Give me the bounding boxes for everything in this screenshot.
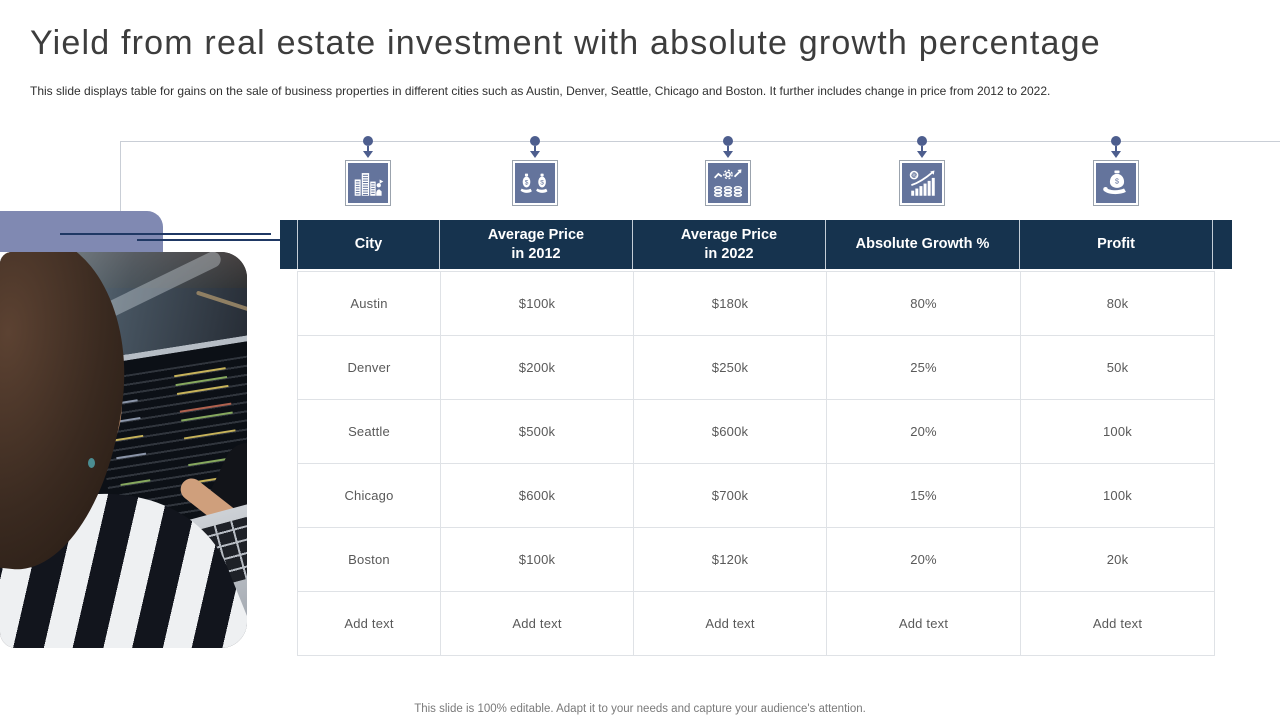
header-cell-profit: Profit [1019,220,1213,269]
decor-connector-line-2 [137,239,280,241]
header-label: in 2022 [704,245,754,262]
table-cell: Denver [347,360,391,375]
table-cell: 15% [826,464,1020,527]
table-cell: 50k [1020,336,1214,399]
connector-dot-icon [1111,136,1121,146]
add-text-placeholder[interactable]: Add text [440,592,633,655]
photo-earring [88,458,95,468]
table-cell: Boston [348,552,390,567]
header-cell-absolute-growth: Absolute Growth % [825,220,1019,269]
connector-dot-icon [723,136,733,146]
buildings-growth-icon [348,163,388,203]
arrow-down-icon [363,151,373,158]
table-row: Boston $100k $120k 20% 20k [298,528,1214,592]
frame-line-top [120,141,1280,142]
svg-text:%: % [912,173,917,179]
table-cell: $600k [633,400,826,463]
table-cell: 100k [1020,464,1214,527]
header-label: Average Price [487,227,585,244]
header-label: City [354,236,383,253]
add-text-placeholder[interactable]: Add text [826,592,1020,655]
slide-subtitle: This slide displays table for gains on t… [30,84,1051,98]
column-icon-group-growth: % [899,136,945,206]
table-cell: $200k [440,336,633,399]
frame-line-left [120,141,121,211]
column-icon-group-city [345,136,391,206]
svg-text:$: $ [1115,177,1119,185]
table-cell: $600k [440,464,633,527]
connector-dot-icon [363,136,373,146]
decor-connector-line-1 [60,233,271,235]
connector-stem [367,146,369,151]
connector-stem [921,146,923,151]
header-cell-city: City [297,220,439,269]
table-cell: 20% [826,400,1020,463]
table-row: Add text Add text Add text Add text Add … [298,592,1214,655]
svg-text:$: $ [540,179,544,186]
table-cell: 80k [1020,272,1214,335]
table-row: Chicago $600k $700k 15% 100k [298,464,1214,528]
header-cell-avg-price-2022: Average Price in 2022 [632,220,825,269]
table-row: Denver $200k $250k 25% 50k [298,336,1214,400]
header-label: Absolute Growth % [855,236,990,253]
table-cell: $500k [440,400,633,463]
connector-dot-icon [917,136,927,146]
table-row: Seattle $500k $600k 20% 100k [298,400,1214,464]
table-cell: $100k [440,272,633,335]
icon-tile [345,160,391,206]
header-label: in 2012 [511,245,561,262]
table-cell: $120k [633,528,826,591]
table-cell: $100k [440,528,633,591]
table-cell: $700k [633,464,826,527]
table-cell: Chicago [344,488,394,503]
money-bags-hands-icon: $ $ [515,163,555,203]
table-row: Austin $100k $180k 80% 80k [298,272,1214,336]
arrow-down-icon [530,151,540,158]
table-cell: $180k [633,272,826,335]
add-text-placeholder[interactable]: Add text [344,616,394,631]
icon-tile [705,160,751,206]
data-table: Austin $100k $180k 80% 80k Denver $200k … [297,271,1215,656]
icon-tile: $ $ [512,160,558,206]
column-icon-group-price-2012: $ $ [512,136,558,206]
header-cell-avg-price-2012: Average Price in 2012 [439,220,632,269]
arrow-down-icon [723,151,733,158]
table-cell: $250k [633,336,826,399]
icon-tile: $ [1093,160,1139,206]
add-text-placeholder[interactable]: Add text [633,592,826,655]
connector-dot-icon [530,136,540,146]
page-title: Yield from real estate investment with a… [30,24,1101,62]
svg-text:$: $ [525,179,529,186]
table-cell: 80% [826,272,1020,335]
header-label: Average Price [680,227,778,244]
growth-bars-percent-icon: % [902,163,942,203]
decor-lavender-block [0,211,163,252]
icon-tile: % [899,160,945,206]
table-cell: 25% [826,336,1020,399]
table-cell: 20k [1020,528,1214,591]
table-cell: Austin [350,296,388,311]
table-cell: 20% [826,528,1020,591]
column-icon-group-price-2022 [705,136,751,206]
table-cell: 100k [1020,400,1214,463]
connector-stem [534,146,536,151]
photo-woman-laptop [0,252,247,648]
footer-note: This slide is 100% editable. Adapt it to… [414,703,866,715]
column-icon-group-profit: $ [1093,136,1139,206]
arrow-down-icon [1111,151,1121,158]
table-header-row: City Average Price in 2012 Average Price… [280,220,1232,269]
header-label: Profit [1097,236,1135,253]
coins-gear-arrow-icon [708,163,748,203]
connector-stem [727,146,729,151]
table-cell: Seattle [348,424,390,439]
add-text-placeholder[interactable]: Add text [1020,592,1214,655]
arrow-down-icon [917,151,927,158]
hand-money-bag-icon: $ [1096,163,1136,203]
connector-stem [1115,146,1117,151]
